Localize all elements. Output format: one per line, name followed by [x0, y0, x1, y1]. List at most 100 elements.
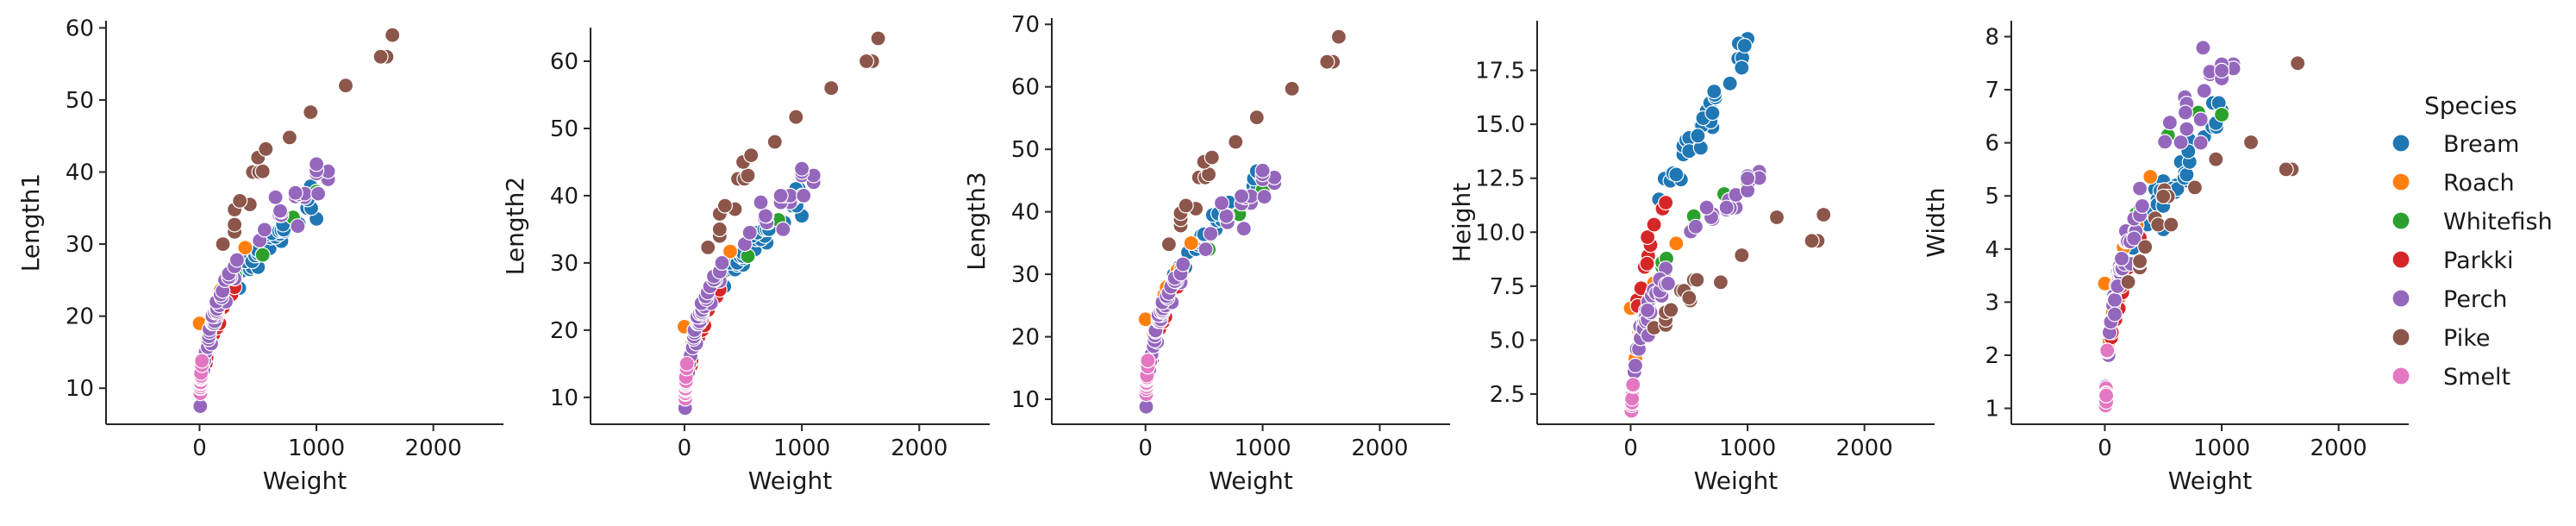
data-point-pike: [2186, 179, 2203, 196]
data-point-perch: [1739, 170, 1756, 186]
data-point-perch: [2126, 230, 2142, 247]
y-tick-label: 6: [1985, 131, 1999, 157]
series-perch: [677, 160, 822, 416]
data-point-perch: [256, 222, 272, 238]
data-point-perch: [2134, 197, 2150, 214]
data-point-pike: [711, 221, 728, 237]
data-point-perch: [228, 252, 245, 268]
data-point-pike: [215, 236, 231, 253]
data-point-pike: [740, 167, 756, 184]
legend-marker-smelt: [2392, 366, 2410, 385]
data-point-pike: [2278, 161, 2294, 178]
data-point-pike: [2132, 253, 2148, 270]
data-point-pike: [372, 48, 389, 65]
data-point-pike: [1712, 274, 1729, 291]
x-tick-label: 2000: [2310, 435, 2367, 461]
x-axis-label: Weight: [2168, 467, 2253, 495]
data-point-pike: [1204, 149, 1220, 166]
series-smelt: [2098, 342, 2116, 414]
y-tick-label: 70: [1011, 12, 1040, 38]
legend-entry-bream: Bream: [2392, 131, 2520, 158]
data-point-bream: [2179, 166, 2195, 183]
data-point-pike: [1319, 53, 1335, 70]
data-point-perch: [2192, 135, 2209, 151]
data-point-perch: [2157, 134, 2173, 150]
data-point-pike: [258, 141, 274, 157]
data-point-perch: [2173, 134, 2189, 151]
y-tick-label: 30: [1011, 262, 1040, 288]
data-point-smelt: [194, 353, 210, 369]
data-point-perch: [2177, 104, 2194, 121]
x-tick-label: 1000: [288, 435, 345, 461]
data-point-parkki: [1639, 255, 1655, 272]
y-tick-label: 60: [1011, 75, 1040, 101]
y-tick-label: 50: [1011, 137, 1040, 163]
series-bream: [1651, 30, 1756, 208]
data-point-perch: [2161, 115, 2178, 131]
y-tick-label: 5: [1985, 184, 1999, 210]
data-point-pike: [766, 134, 783, 150]
data-point-perch: [2195, 40, 2211, 56]
legend-marker-pike: [2392, 328, 2410, 347]
y-tick-label: 17.5: [1475, 59, 1525, 85]
data-point-pike: [1663, 302, 1679, 318]
data-point-perch: [793, 160, 810, 177]
data-point-pike: [1734, 247, 1750, 264]
legend: Species Bream Roach Whitefish Parkki Perch Pik…: [2392, 91, 2553, 391]
x-tick-label: 2000: [1351, 435, 1408, 461]
data-point-parkki: [1657, 194, 1674, 211]
x-axis-label: Weight: [263, 467, 347, 495]
data-point-roach: [1668, 235, 1685, 252]
data-point-perch: [2179, 121, 2195, 137]
x-tick-label: 1000: [2193, 435, 2250, 461]
data-point-perch: [741, 224, 758, 241]
data-point-bream: [1704, 105, 1721, 122]
data-point-pike: [254, 163, 271, 179]
x-tick-label: 0: [678, 435, 692, 461]
data-point-roach: [722, 243, 739, 260]
x-axis-label: Weight: [1209, 467, 1293, 495]
data-point-perch: [2106, 291, 2123, 308]
data-point-pike: [2155, 188, 2172, 204]
y-tick-label: 5.0: [1490, 328, 1525, 354]
data-point-bream: [1668, 166, 1685, 183]
series-pike: [2120, 55, 2306, 291]
y-tick-label: 50: [550, 116, 578, 142]
x-axis-label: Weight: [1694, 467, 1779, 495]
series-parkki: [1629, 194, 1674, 314]
data-point-pike: [1160, 236, 1178, 253]
series-smelt: [677, 355, 695, 407]
y-axis-label: Length3: [962, 172, 991, 270]
data-point-perch: [287, 185, 303, 201]
data-point-pike: [788, 109, 804, 125]
data-point-pike: [303, 104, 319, 121]
data-point-roach: [1183, 235, 1199, 251]
data-point-perch: [2192, 111, 2209, 128]
data-point-perch: [2106, 306, 2123, 322]
data-point-whitefish: [2214, 106, 2230, 123]
data-point-whitefish: [254, 247, 271, 263]
series-smelt: [192, 353, 210, 402]
data-point-perch: [2114, 250, 2130, 266]
data-point-pike: [700, 239, 716, 255]
y-tick-label: 15.0: [1475, 112, 1525, 138]
y-tick-label: 20: [66, 304, 94, 330]
series-smelt: [1138, 353, 1156, 403]
data-point-pike: [716, 197, 734, 214]
y-tick-label: 10: [1011, 387, 1040, 413]
data-point-pike: [2137, 239, 2154, 255]
legend-label-parkki: Parkki: [2443, 247, 2514, 274]
data-point-pike: [2208, 151, 2224, 167]
legend-marker-roach: [2392, 172, 2410, 191]
data-point-pike: [227, 216, 243, 233]
y-tick-label: 30: [550, 251, 578, 277]
y-tick-label: 4: [1985, 237, 1999, 263]
data-point-parkki: [1639, 229, 1656, 246]
series-perch: [192, 156, 336, 415]
y-tick-label: 3: [1985, 290, 1999, 316]
data-point-perch: [714, 254, 730, 271]
legend-marker-whitefish: [2392, 211, 2410, 230]
data-point-perch: [272, 203, 289, 219]
series-bream: [2125, 95, 2230, 256]
